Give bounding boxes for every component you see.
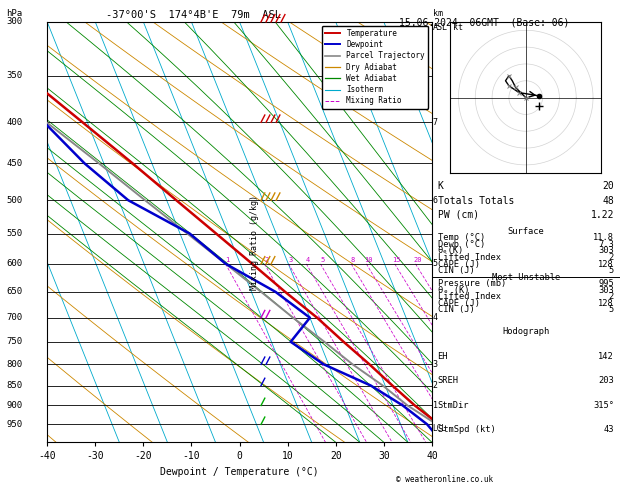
Text: 2: 2: [264, 257, 269, 263]
Text: 3: 3: [433, 360, 438, 369]
Text: 350: 350: [6, 71, 22, 80]
Text: 15: 15: [392, 257, 401, 263]
Text: CAPE (J): CAPE (J): [438, 260, 479, 269]
Text: ASL: ASL: [433, 23, 448, 33]
Text: 128: 128: [598, 260, 614, 269]
Text: 5: 5: [433, 260, 438, 268]
Text: km: km: [433, 9, 443, 17]
Text: 2: 2: [609, 253, 614, 262]
Text: kt: kt: [454, 23, 464, 32]
Text: 203: 203: [598, 376, 614, 385]
Text: CIN (J): CIN (J): [438, 305, 474, 314]
Text: Hodograph: Hodograph: [502, 327, 549, 336]
Text: Lifted Index: Lifted Index: [438, 253, 501, 262]
Text: © weatheronline.co.uk: © weatheronline.co.uk: [396, 474, 493, 484]
Text: 10: 10: [364, 257, 372, 263]
Text: 5: 5: [609, 305, 614, 314]
Text: 800: 800: [6, 360, 22, 369]
Text: 300: 300: [6, 17, 22, 26]
Text: StmSpd (kt): StmSpd (kt): [438, 425, 495, 434]
Text: 2: 2: [609, 292, 614, 301]
X-axis label: Dewpoint / Temperature (°C): Dewpoint / Temperature (°C): [160, 467, 319, 477]
Text: 4: 4: [433, 313, 438, 322]
Text: 20: 20: [413, 257, 421, 263]
Text: Surface: Surface: [508, 227, 544, 236]
Text: CIN (J): CIN (J): [438, 266, 474, 275]
Text: 5: 5: [609, 266, 614, 275]
Text: 750: 750: [6, 337, 22, 347]
Text: K: K: [438, 181, 443, 191]
Text: Dewp (°C): Dewp (°C): [438, 240, 485, 249]
Text: 650: 650: [6, 287, 22, 296]
Text: LCL: LCL: [433, 423, 447, 433]
Text: 303: 303: [598, 286, 614, 295]
Text: 20: 20: [602, 181, 614, 191]
Text: 6: 6: [433, 196, 438, 205]
Text: PW (cm): PW (cm): [438, 210, 479, 220]
Text: 142: 142: [598, 352, 614, 361]
Text: 550: 550: [6, 229, 22, 238]
Text: SREH: SREH: [438, 376, 459, 385]
Text: StmDir: StmDir: [438, 401, 469, 410]
Text: Totals Totals: Totals Totals: [438, 196, 514, 206]
Text: θₑ(K): θₑ(K): [438, 246, 464, 256]
Text: Most Unstable: Most Unstable: [492, 273, 560, 281]
Text: 5: 5: [320, 257, 325, 263]
Text: 43: 43: [603, 425, 614, 434]
Text: θₑ (K): θₑ (K): [438, 286, 469, 295]
Text: 15.06.2024  06GMT  (Base: 06): 15.06.2024 06GMT (Base: 06): [399, 17, 570, 27]
Text: Temp (°C): Temp (°C): [438, 233, 485, 243]
Text: 995: 995: [598, 279, 614, 288]
Text: Mixing Ratio (g/kg): Mixing Ratio (g/kg): [250, 195, 259, 291]
Text: 950: 950: [6, 420, 22, 429]
Text: 7: 7: [433, 118, 438, 127]
Text: 400: 400: [6, 118, 22, 127]
Text: 8: 8: [351, 257, 355, 263]
Text: 4: 4: [306, 257, 310, 263]
Text: 315°: 315°: [593, 401, 614, 410]
Text: 3: 3: [288, 257, 292, 263]
Text: 1: 1: [225, 257, 230, 263]
Text: 500: 500: [6, 196, 22, 205]
Text: 1.22: 1.22: [591, 210, 614, 220]
Text: EH: EH: [438, 352, 448, 361]
Text: 600: 600: [6, 260, 22, 268]
Text: 128: 128: [598, 299, 614, 308]
Text: Pressure (mb): Pressure (mb): [438, 279, 506, 288]
Legend: Temperature, Dewpoint, Parcel Trajectory, Dry Adiabat, Wet Adiabat, Isotherm, Mi: Temperature, Dewpoint, Parcel Trajectory…: [322, 26, 428, 108]
Title: -37°00'S  174°4B'E  79m  ASL: -37°00'S 174°4B'E 79m ASL: [106, 10, 281, 20]
Text: 48: 48: [602, 196, 614, 206]
Text: 850: 850: [6, 381, 22, 390]
Text: 1: 1: [433, 401, 438, 410]
Text: Lifted Index: Lifted Index: [438, 292, 501, 301]
Text: 450: 450: [6, 159, 22, 168]
Text: 2: 2: [433, 381, 438, 390]
Text: hPa: hPa: [6, 9, 22, 17]
Text: 303: 303: [598, 246, 614, 256]
Text: 7.3: 7.3: [598, 240, 614, 249]
Text: CAPE (J): CAPE (J): [438, 299, 479, 308]
Text: 11.8: 11.8: [593, 233, 614, 243]
Text: 900: 900: [6, 401, 22, 410]
Text: 700: 700: [6, 313, 22, 322]
